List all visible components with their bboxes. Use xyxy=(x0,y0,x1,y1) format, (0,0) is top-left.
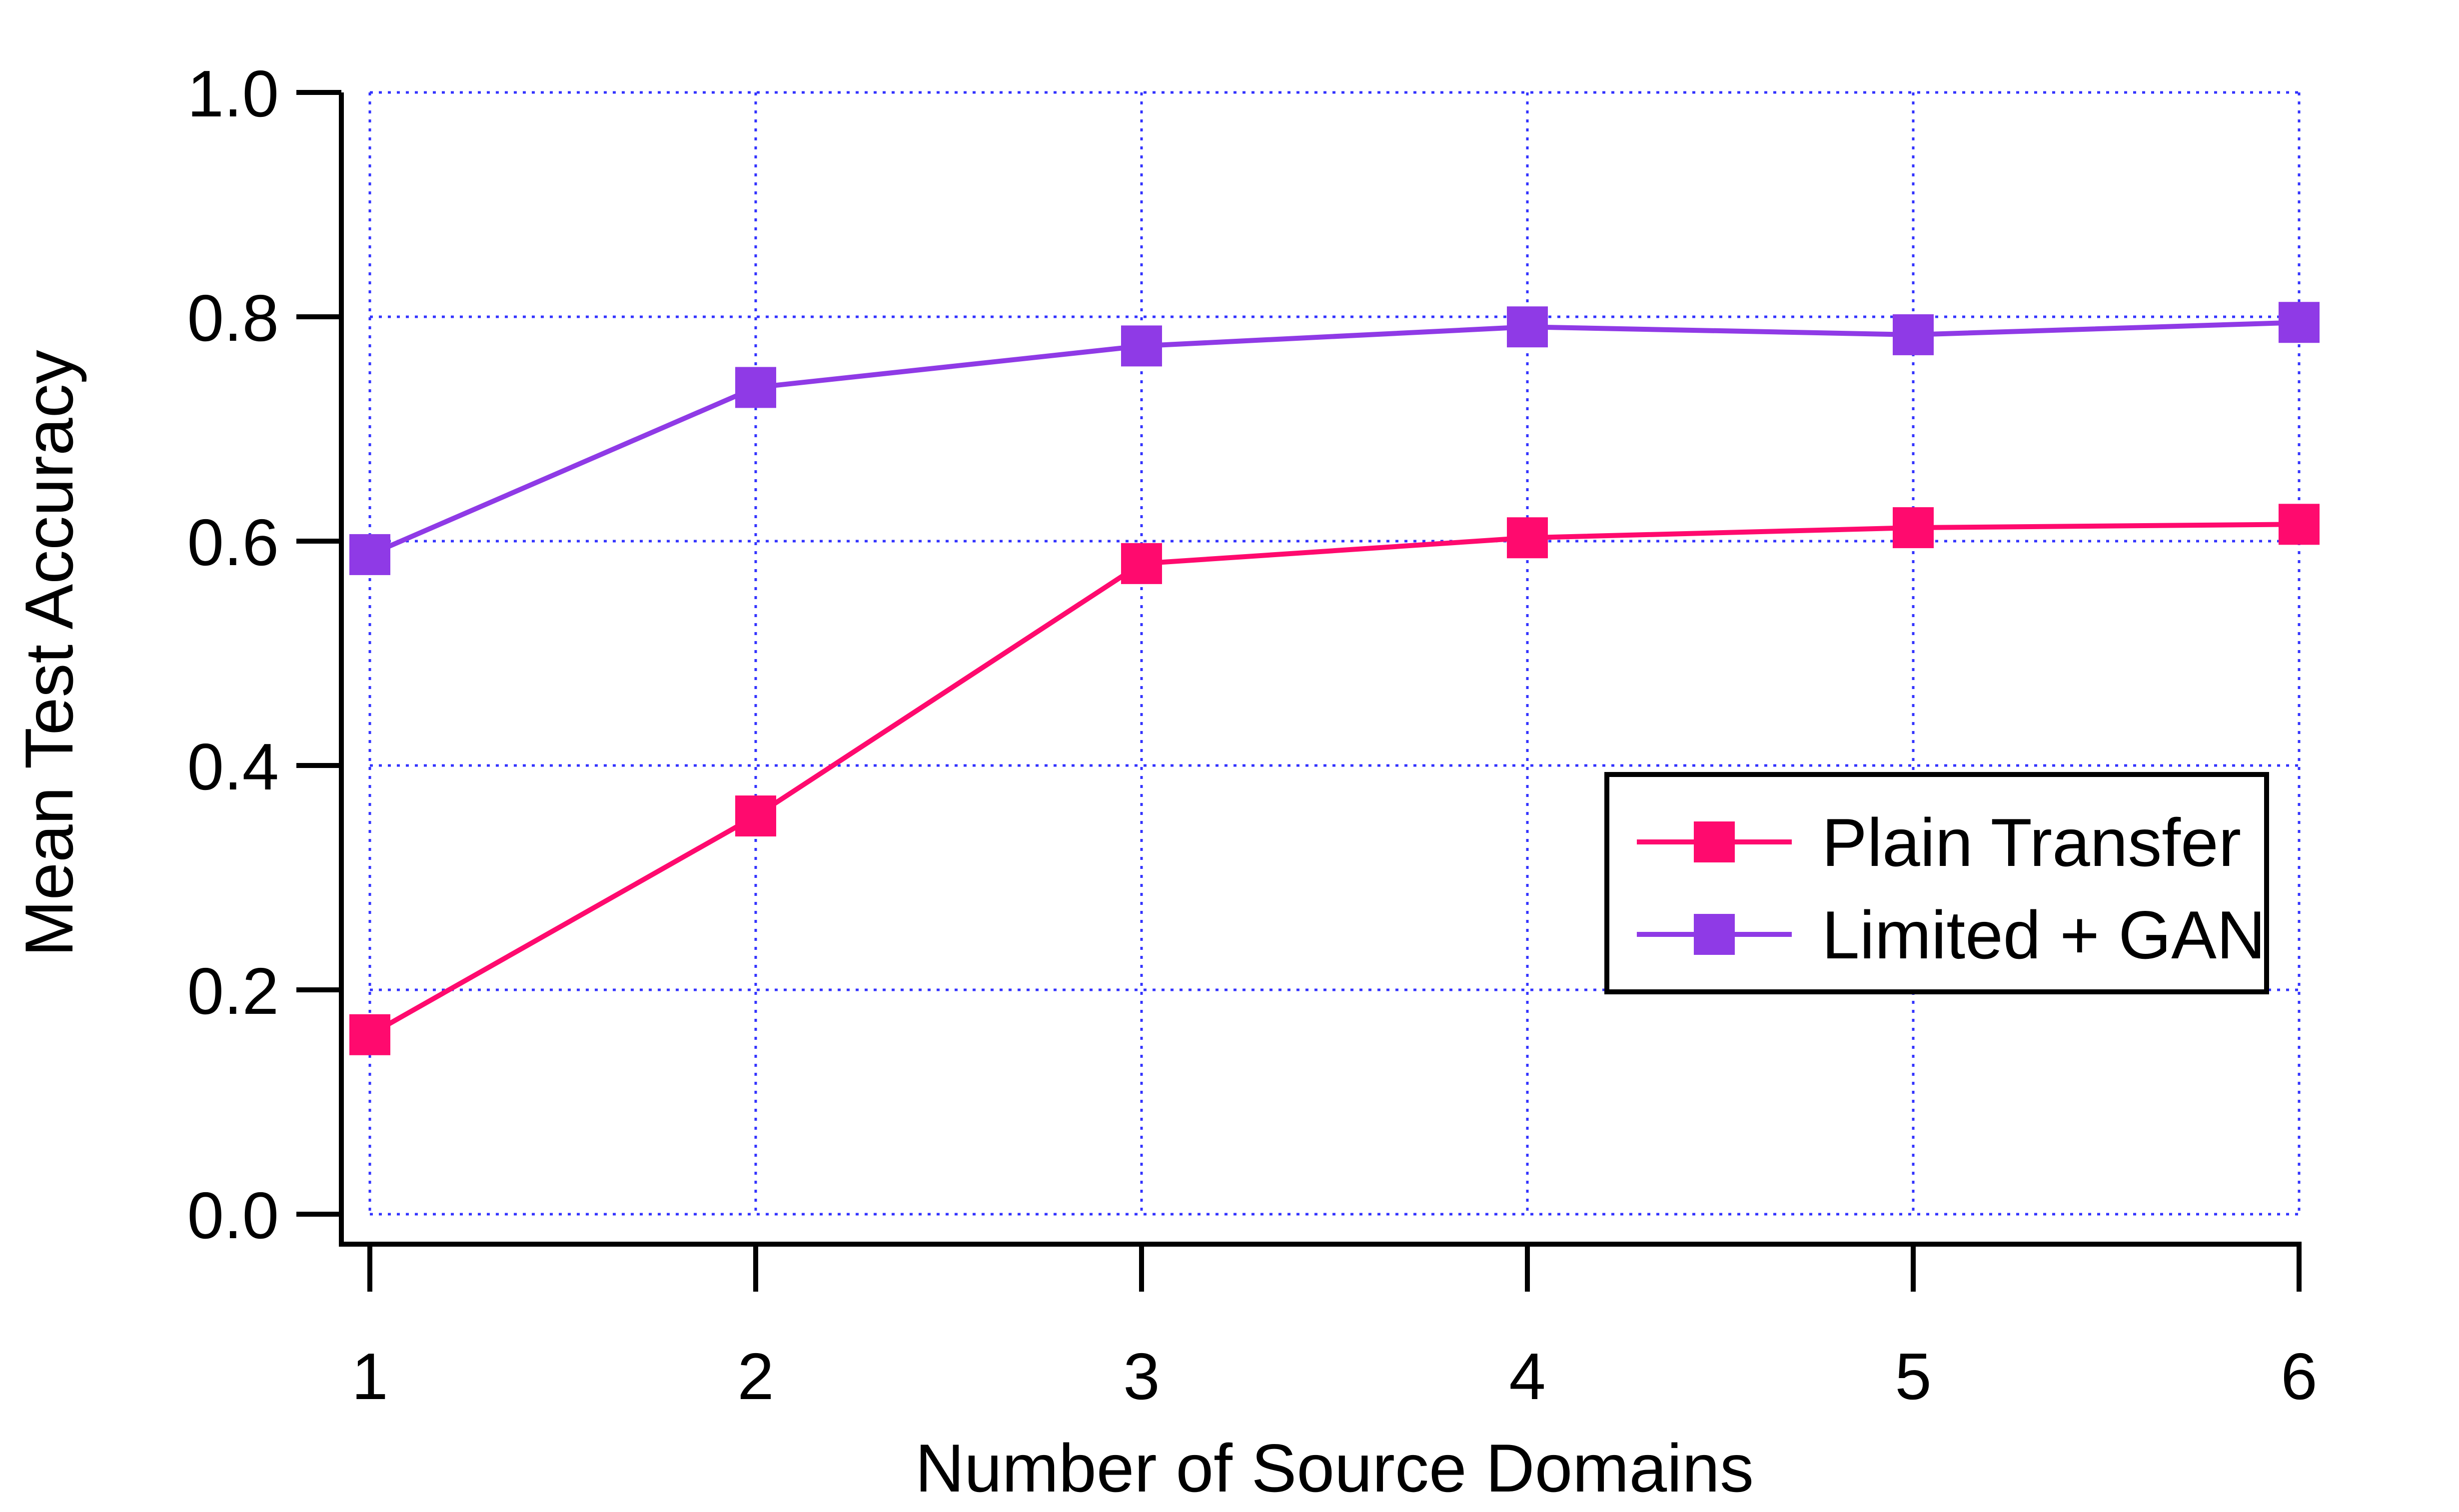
data-point xyxy=(349,1014,390,1055)
y-tick-label: 0.2 xyxy=(187,954,279,1028)
data-point xyxy=(2279,302,2320,343)
data-point xyxy=(1507,306,1548,348)
y-axis-title: Mean Test Accuracy xyxy=(11,350,87,957)
legend-marker xyxy=(1694,914,1735,955)
data-point xyxy=(1121,543,1162,584)
y-tick-label: 0.6 xyxy=(187,506,279,579)
legend-item: Plain Transfer xyxy=(1637,804,2241,880)
series xyxy=(349,302,2320,1055)
x-tick-label: 5 xyxy=(1895,1340,1931,1413)
data-point xyxy=(1121,325,1162,367)
data-point xyxy=(735,367,776,408)
x-tick-label: 6 xyxy=(2281,1340,2317,1413)
x-axis-title: Number of Source Domains xyxy=(915,1430,1754,1506)
data-point xyxy=(1893,507,1934,549)
data-point xyxy=(1507,517,1548,559)
legend-box xyxy=(1604,772,2269,994)
y-tick-label: 0.0 xyxy=(187,1179,279,1252)
tick-labels: 0.0 0.2 0.4 0.6 0.8 1.0 1 2 3 4 5 6 xyxy=(187,57,2318,1413)
y-tick-label: 1.0 xyxy=(187,57,279,130)
x-tick-label: 4 xyxy=(1509,1340,1545,1413)
data-point xyxy=(349,534,390,575)
axes xyxy=(296,90,2302,1292)
legend: Plain Transfer Limited + GAN xyxy=(1604,772,2269,994)
x-tick-label: 3 xyxy=(1123,1340,1160,1413)
series-2 xyxy=(349,302,2320,575)
series-1 xyxy=(349,504,2320,1055)
x-tick-label: 2 xyxy=(737,1340,774,1413)
data-point xyxy=(735,795,776,837)
series-line xyxy=(368,522,2300,1037)
grid xyxy=(368,91,2301,1216)
data-point xyxy=(1893,314,1934,355)
y-tick-label: 0.8 xyxy=(187,281,279,355)
x-tick-label: 1 xyxy=(351,1340,388,1413)
legend-label: Limited + GAN xyxy=(1822,897,2266,973)
series-line xyxy=(369,320,2300,557)
legend-label: Plain Transfer xyxy=(1822,804,2241,880)
legend-marker xyxy=(1694,821,1735,862)
data-point xyxy=(2279,504,2320,545)
legend-item: Limited + GAN xyxy=(1637,897,2266,973)
y-tick-label: 0.4 xyxy=(187,730,279,803)
